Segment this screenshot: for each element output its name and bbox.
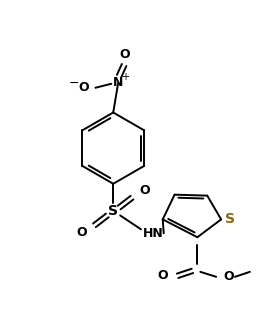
Text: S: S	[108, 204, 118, 219]
Text: −: −	[69, 77, 79, 90]
Text: O: O	[76, 226, 87, 239]
Text: O: O	[120, 48, 130, 61]
Text: N: N	[113, 76, 123, 89]
Text: S: S	[225, 213, 235, 226]
Text: O: O	[140, 184, 150, 197]
Text: +: +	[121, 72, 129, 82]
Text: O: O	[78, 81, 89, 94]
Text: O: O	[224, 270, 234, 283]
Text: HN: HN	[143, 227, 163, 240]
Text: O: O	[158, 269, 168, 282]
